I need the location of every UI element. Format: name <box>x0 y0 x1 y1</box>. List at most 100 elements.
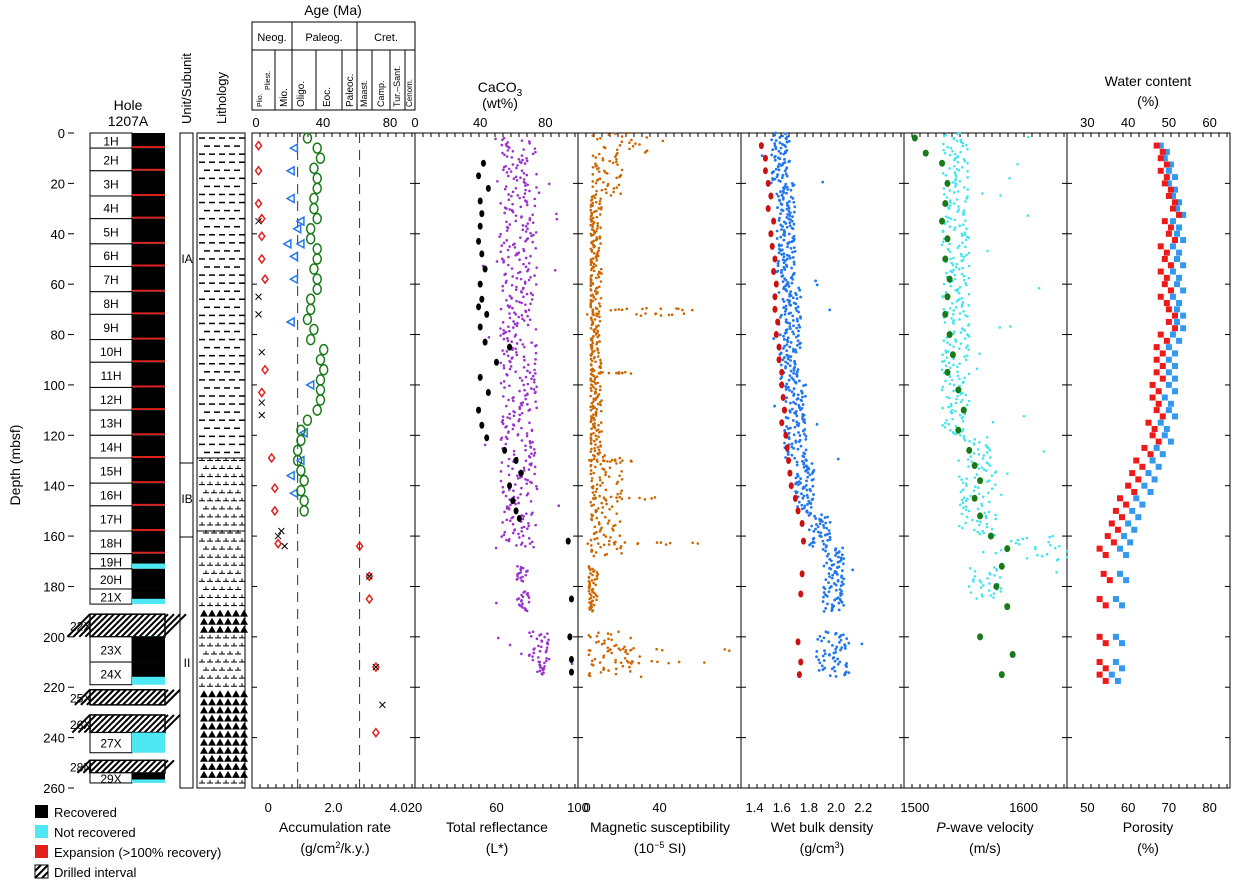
caco3-point <box>476 237 482 245</box>
pwave-point <box>944 351 948 354</box>
magsus-point <box>594 465 597 469</box>
pwave-point <box>949 146 953 150</box>
density-point <box>776 262 780 265</box>
magsus-point <box>589 459 593 463</box>
pwave-point <box>947 248 950 252</box>
caco3-point <box>568 656 574 664</box>
reflectance-point <box>517 419 520 423</box>
density-point <box>775 175 779 179</box>
reflectance-point <box>530 481 533 485</box>
pwave-point <box>985 522 989 526</box>
density-point <box>788 388 791 392</box>
magsus-point <box>617 371 621 375</box>
depth-tick-label: 140 <box>43 479 65 494</box>
reflectance-point <box>499 232 502 236</box>
reflectance-point <box>503 153 506 157</box>
chalk-symbol <box>207 538 213 542</box>
pwave-point <box>948 396 951 400</box>
reflectance-point <box>506 437 509 441</box>
porosity-point <box>1171 375 1178 382</box>
reflectance-point <box>498 235 501 239</box>
expansion-mark <box>132 264 165 268</box>
pwave-point <box>967 399 971 403</box>
x-tick-label: 0 <box>411 115 418 130</box>
reflectance-point <box>515 353 519 357</box>
pwave-point <box>962 437 966 440</box>
reflectance-point <box>526 314 529 318</box>
chalk-symbol <box>223 642 229 647</box>
density-point <box>779 146 783 150</box>
acc-circle <box>305 293 316 306</box>
pwave-point <box>942 240 945 244</box>
density-point <box>847 671 851 675</box>
pwave-point <box>951 181 955 184</box>
acc-triangle <box>295 215 305 227</box>
chalk-symbol <box>211 667 217 671</box>
hatch-line <box>94 759 109 774</box>
magsus-point <box>595 314 599 318</box>
reflectance-point <box>531 152 535 156</box>
porosity-point <box>1108 671 1115 678</box>
chalk-symbol <box>231 634 237 639</box>
reflectance-point <box>520 439 524 442</box>
porosity-point <box>1169 218 1176 225</box>
pwave-point <box>961 398 964 402</box>
expansion-mark <box>132 408 165 412</box>
chert-symbol <box>200 722 208 730</box>
pwave-point <box>960 254 963 258</box>
magsus-point <box>681 308 684 312</box>
density-discrete <box>762 167 768 175</box>
pwave-point <box>984 514 988 518</box>
water-content-point <box>1149 432 1156 439</box>
pwave-point <box>1058 544 1061 548</box>
unit-IA: IA <box>181 252 192 266</box>
reflectance-point <box>483 443 487 447</box>
acc-x <box>255 311 262 318</box>
pwave-point <box>978 520 982 524</box>
magsus-point <box>614 658 617 662</box>
density-point <box>778 136 782 139</box>
magsus-point <box>595 342 598 346</box>
density-point <box>842 557 846 560</box>
core: 26X <box>70 714 181 734</box>
acc-x <box>379 701 386 709</box>
density-point <box>788 221 792 225</box>
density-discrete <box>786 457 792 464</box>
porosity-point <box>1123 551 1130 558</box>
magsus-point <box>602 468 606 471</box>
reflectance-point <box>520 379 524 382</box>
chert-symbol <box>232 754 240 762</box>
magsus-point <box>654 312 658 315</box>
hatch-line <box>95 714 115 734</box>
pwave-point <box>968 567 972 570</box>
magsus-point <box>595 292 598 296</box>
magsus-point <box>620 140 624 144</box>
magsus-point <box>594 193 598 196</box>
reflectance-point <box>533 274 536 277</box>
chalk-symbol <box>203 505 209 510</box>
magsus-point <box>614 672 618 676</box>
reflectance-point <box>520 529 524 533</box>
density-point <box>845 637 849 641</box>
recovered-fill <box>132 662 165 677</box>
magsus-point <box>590 550 593 553</box>
unit-II: II <box>184 656 191 670</box>
chert-symbol <box>216 617 224 625</box>
density-point <box>791 250 794 254</box>
reflectance-point <box>525 157 528 160</box>
pwave-point <box>949 257 952 261</box>
density-point <box>816 530 820 534</box>
chalk-symbol <box>211 546 217 550</box>
density-point <box>823 649 826 653</box>
reflectance-point <box>524 477 527 481</box>
density-point <box>819 535 823 538</box>
density-point <box>786 453 790 456</box>
pwave-point <box>976 448 980 451</box>
density-point <box>785 257 789 261</box>
chalk-symbol <box>199 554 205 558</box>
magsus-point <box>614 667 618 671</box>
magsus-point <box>605 191 608 195</box>
density-point <box>860 642 864 646</box>
magsus-point <box>607 649 611 652</box>
chalk-symbol <box>215 675 221 679</box>
